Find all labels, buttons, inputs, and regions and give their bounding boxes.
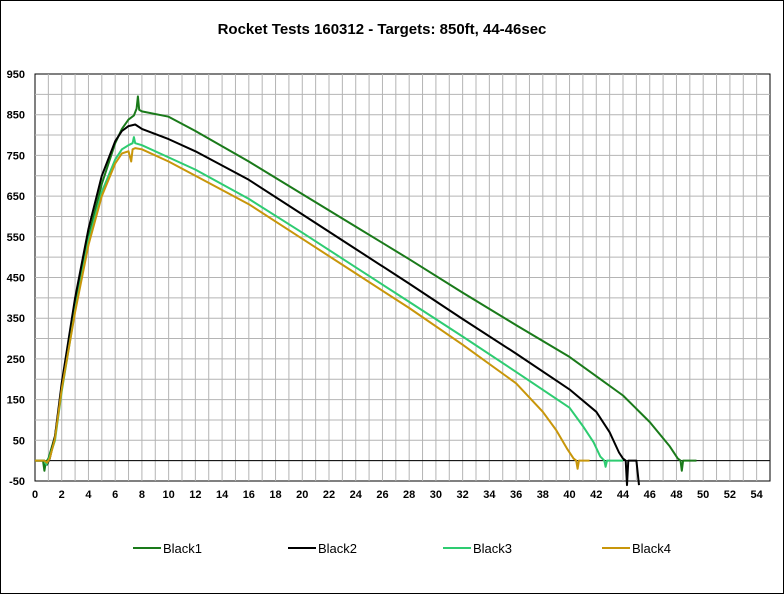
y-tick-label: 450 [7, 273, 25, 285]
x-tick-label: 36 [510, 489, 522, 501]
series-line-black4 [35, 147, 590, 470]
x-tick-label: 28 [403, 489, 415, 501]
y-tick-label: 750 [7, 150, 25, 162]
x-tick-label: 12 [189, 489, 201, 501]
x-tick-label: 30 [430, 489, 442, 501]
legend-label: Black4 [632, 541, 671, 556]
x-tick-label: 20 [296, 489, 308, 501]
x-tick-label: 14 [216, 489, 229, 501]
legend-label: Black2 [318, 541, 357, 556]
x-tick-label: 40 [563, 489, 575, 501]
y-axis-ticks: 950 850 750 650 550 450 350 250 150 50 -50 [7, 69, 25, 488]
x-tick-label: 54 [751, 489, 764, 501]
x-tick-label: 24 [350, 489, 363, 501]
legend-label: Black3 [473, 541, 512, 556]
x-tick-label: 22 [323, 489, 335, 501]
y-tick-label: 650 [7, 191, 25, 203]
series-lines [35, 95, 697, 487]
y-tick-label: 50 [13, 435, 25, 447]
x-tick-label: 6 [112, 489, 118, 501]
x-tick-label: 10 [163, 489, 175, 501]
x-tick-label: 34 [483, 489, 496, 501]
legend: Black1 Black2 Black3 Black4 [133, 541, 671, 556]
x-tick-label: 0 [32, 489, 38, 501]
x-axis-ticks: 0 2 4 6 8 10 12 14 16 18 20 22 24 26 28 30 32 34 36 38 40 42 4… [32, 489, 764, 501]
x-tick-label: 32 [457, 489, 469, 501]
x-tick-label: 4 [85, 489, 92, 501]
x-tick-label: 26 [376, 489, 388, 501]
y-tick-label: 350 [7, 313, 25, 325]
x-tick-label: 52 [724, 489, 736, 501]
legend-label: Black1 [163, 541, 202, 556]
x-tick-label: 44 [617, 489, 630, 501]
y-tick-label: 950 [7, 69, 25, 81]
x-tick-label: 8 [139, 489, 145, 501]
y-tick-label: 150 [7, 395, 25, 407]
x-tick-label: 46 [644, 489, 656, 501]
grid-lines [35, 74, 770, 481]
y-tick-label: 850 [7, 110, 25, 122]
x-tick-label: 38 [537, 489, 549, 501]
y-tick-label: 550 [7, 232, 25, 244]
x-tick-label: 2 [59, 489, 65, 501]
x-tick-label: 50 [697, 489, 709, 501]
x-tick-label: 48 [670, 489, 682, 501]
x-tick-label: 16 [243, 489, 255, 501]
chart-title: Rocket Tests 160312 - Targets: 850ft, 44… [218, 21, 547, 38]
x-tick-label: 18 [269, 489, 281, 501]
x-tick-label: 42 [590, 489, 602, 501]
y-tick-label: -50 [9, 476, 25, 488]
y-tick-label: 250 [7, 354, 25, 366]
series-line-black2 [35, 123, 640, 487]
